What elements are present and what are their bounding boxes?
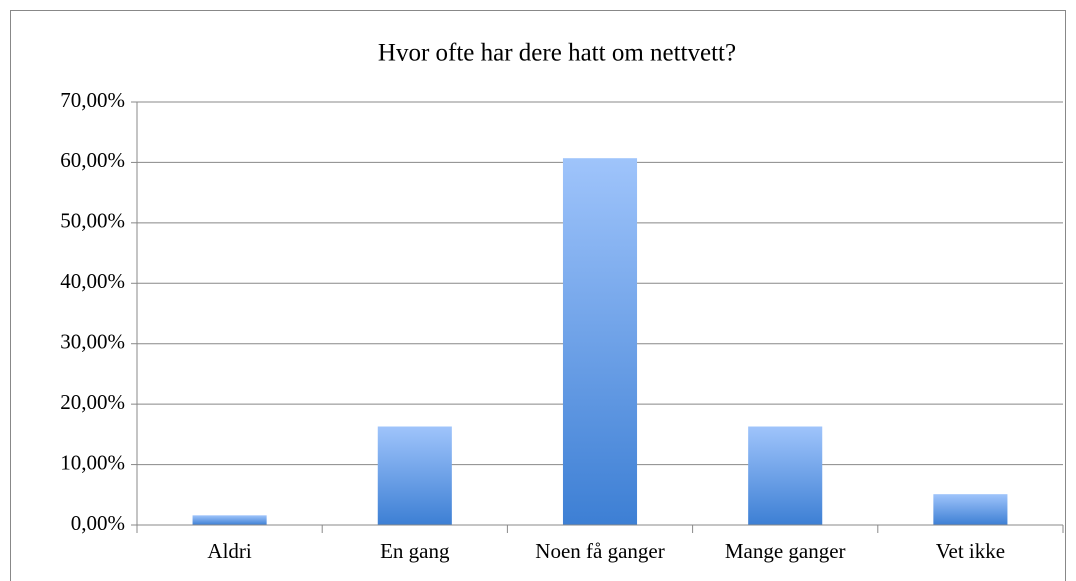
chart-border bbox=[10, 10, 1066, 581]
x-tick-label: Vet ikke bbox=[936, 539, 1005, 563]
bar bbox=[748, 426, 823, 525]
chart-title: Hvor ofte har dere hatt om nettvett? bbox=[378, 40, 736, 67]
bar bbox=[933, 494, 1008, 525]
bar bbox=[192, 515, 267, 525]
y-tick-label: 10,00% bbox=[60, 450, 125, 474]
bar bbox=[377, 426, 452, 525]
y-tick-label: 50,00% bbox=[60, 209, 125, 233]
y-tick-label: 70,00% bbox=[60, 88, 125, 112]
y-tick-label: 60,00% bbox=[60, 148, 125, 172]
x-tick-label: Noen få ganger bbox=[535, 539, 664, 563]
x-tick-label: Mange ganger bbox=[725, 539, 846, 563]
y-tick-label: 20,00% bbox=[60, 390, 125, 414]
y-tick-label: 30,00% bbox=[60, 330, 125, 354]
y-tick-label: 0,00% bbox=[71, 511, 125, 535]
y-tick-label: 40,00% bbox=[60, 269, 125, 293]
x-tick-label: En gang bbox=[380, 539, 450, 563]
x-tick-label: Aldri bbox=[207, 539, 251, 563]
bar bbox=[562, 158, 638, 525]
